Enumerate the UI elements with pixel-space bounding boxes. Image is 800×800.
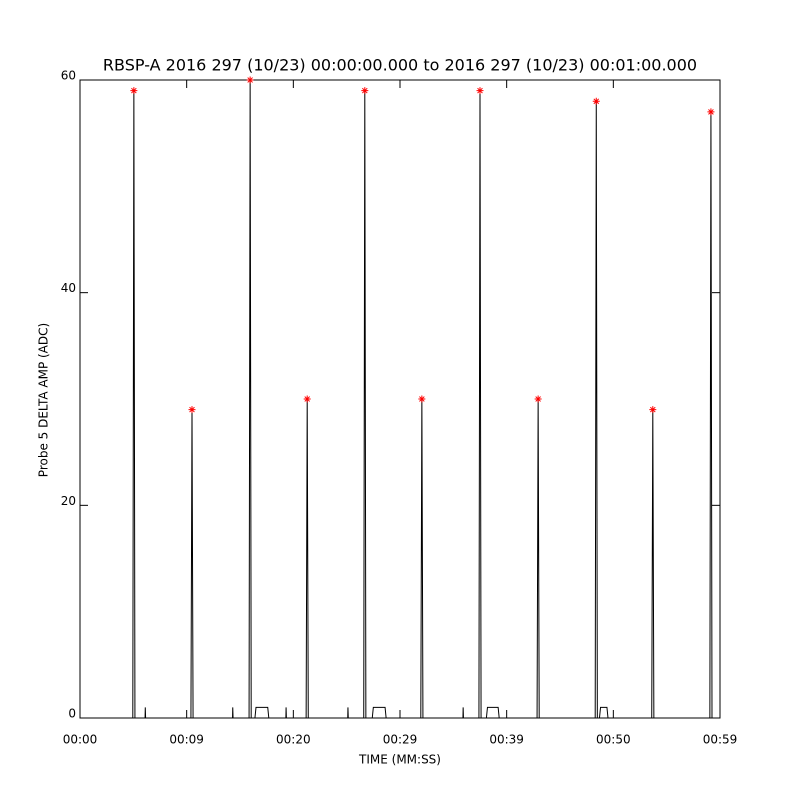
x-tick-label: 00:09 (169, 733, 204, 747)
peak-marker (361, 87, 369, 95)
y-tick-label: 40 (61, 281, 76, 295)
data-line (80, 79, 720, 719)
peak-marker (534, 395, 542, 403)
x-tick-label: 00:59 (703, 733, 738, 747)
x-axis-title: TIME (MM:SS) (358, 753, 441, 767)
peak-marker (130, 87, 138, 95)
y-tick-label: 0 (68, 707, 76, 721)
peak-marker (707, 108, 715, 116)
peak-marker (246, 76, 254, 84)
y-tick-label: 60 (61, 69, 76, 83)
peak-marker (592, 97, 600, 105)
peak-marker (649, 406, 657, 414)
x-tick-label: 00:50 (596, 733, 631, 747)
y-axis-title: Probe 5 DELTA AMP (ADC) (37, 323, 51, 477)
x-tick-label: 00:20 (276, 733, 311, 747)
x-tick-label: 00:39 (489, 733, 524, 747)
peak-marker (303, 395, 311, 403)
peak-marker (418, 395, 426, 403)
y-tick-label: 20 (61, 494, 76, 508)
x-tick-label: 00:00 (63, 733, 98, 747)
peak-marker (476, 87, 484, 95)
peak-marker (188, 406, 196, 414)
chart-title: RBSP-A 2016 297 (10/23) 00:00:00.000 to … (103, 56, 697, 75)
x-tick-label: 00:29 (383, 733, 418, 747)
